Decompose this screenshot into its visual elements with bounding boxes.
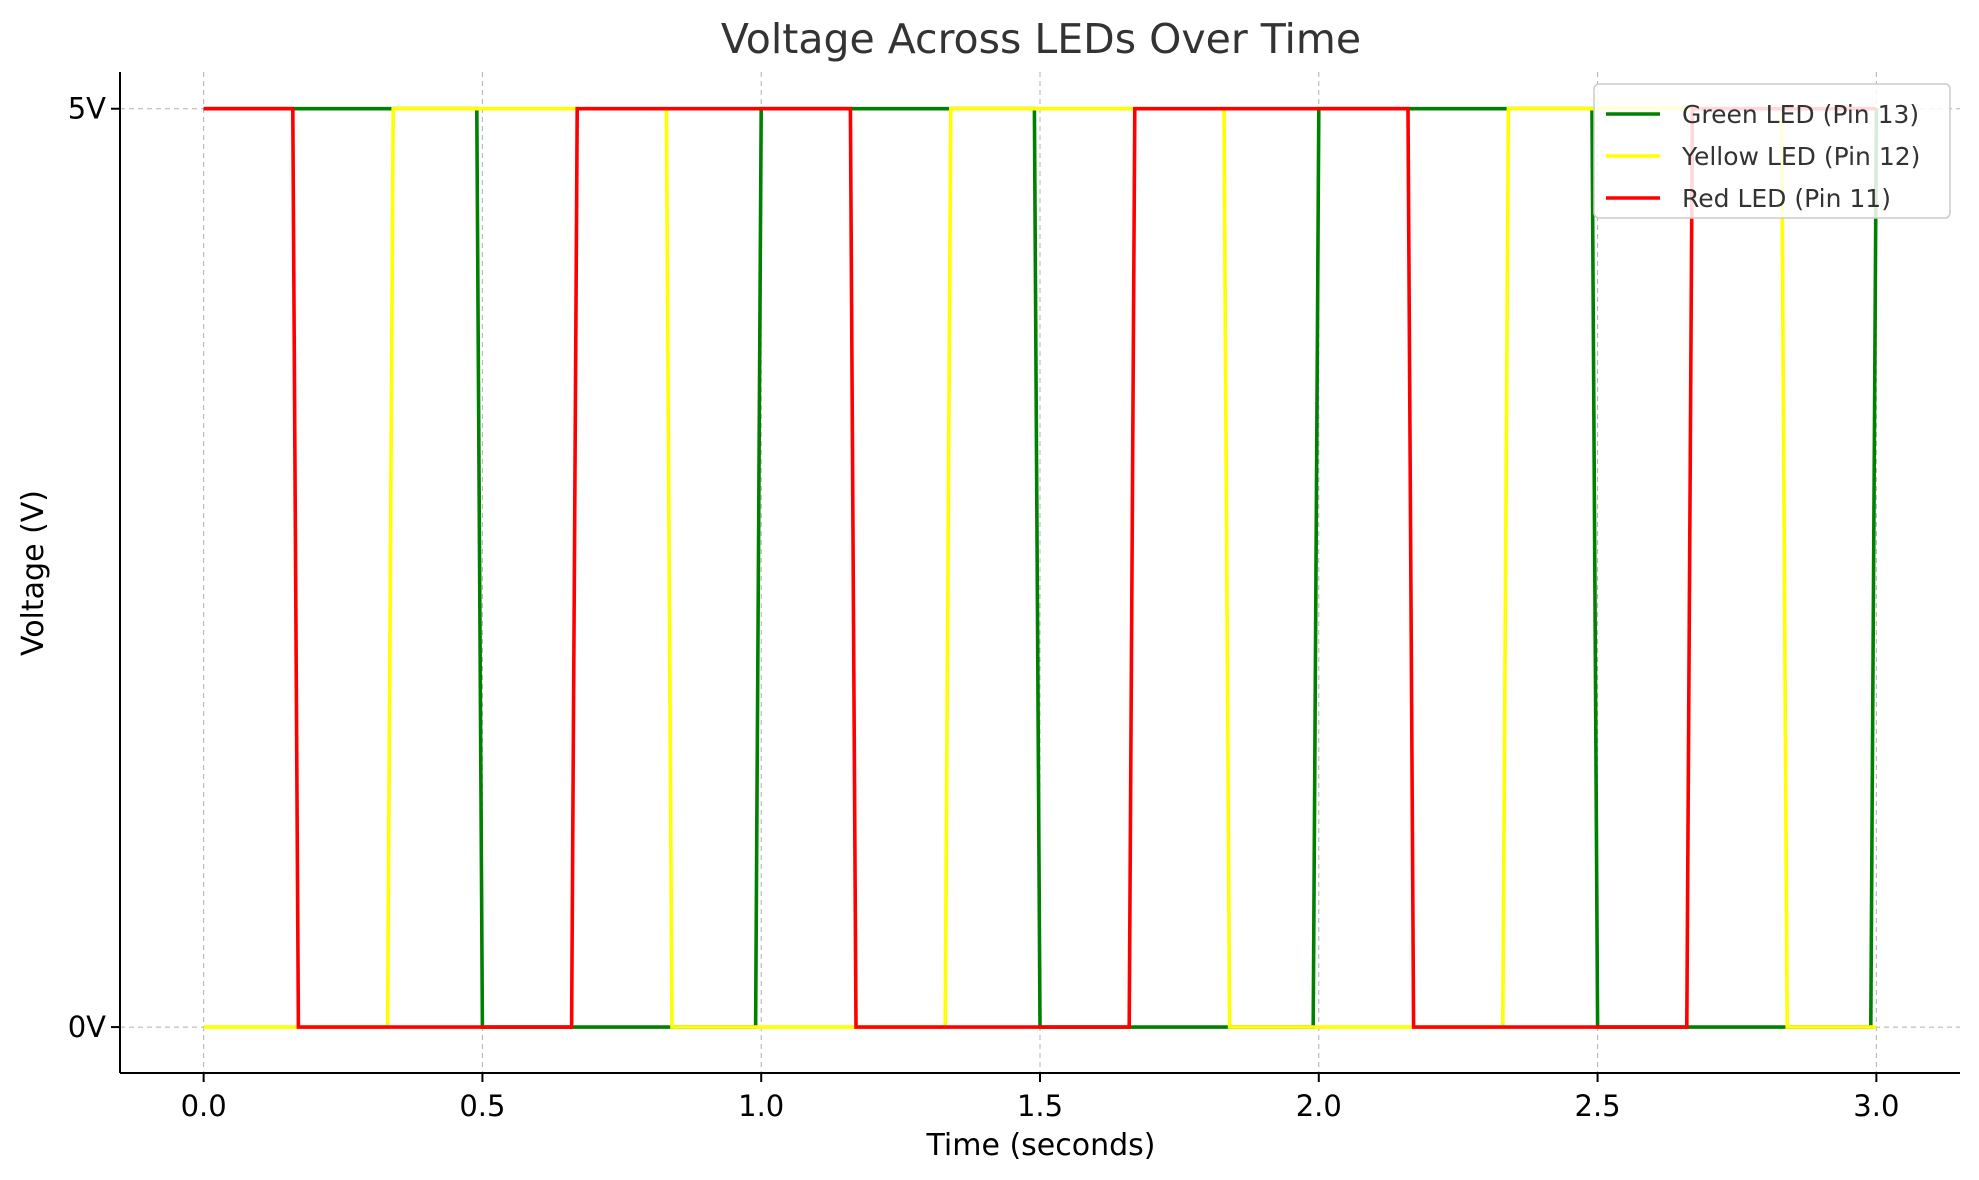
x-axis-label: Time (seconds)	[926, 1128, 1156, 1163]
legend-label: Yellow LED (Pin 12)	[1681, 142, 1920, 171]
x-tick-label: 2.0	[1296, 1089, 1342, 1123]
y-axis-label: Voltage (V)	[16, 490, 51, 656]
x-tick-label: 3.0	[1853, 1089, 1899, 1123]
x-tick-label: 1.0	[738, 1089, 784, 1123]
legend: Green LED (Pin 13) Yellow LED (Pin 12) Red…	[1593, 83, 1951, 219]
chart-title: Voltage Across LEDs Over Time	[721, 15, 1361, 63]
series-line-3	[203, 106, 1877, 1029]
x-tick-label: 1.5	[1017, 1089, 1063, 1123]
legend-label: Red LED (Pin 11)	[1682, 184, 1891, 213]
legend-box	[1593, 83, 1951, 219]
x-tick-label: 0.0	[181, 1089, 227, 1123]
y-tick-label: 0V	[68, 1010, 106, 1044]
x-tick-label: 0.5	[459, 1089, 505, 1123]
tick-labels: 0.0 0.5 1.0 1.5 2.0 2.5 3.0 0V 5V	[68, 92, 1900, 1123]
legend-label: Green LED (Pin 13)	[1682, 100, 1919, 129]
x-tick-label: 2.5	[1575, 1089, 1621, 1123]
y-tick-label: 5V	[68, 92, 106, 126]
